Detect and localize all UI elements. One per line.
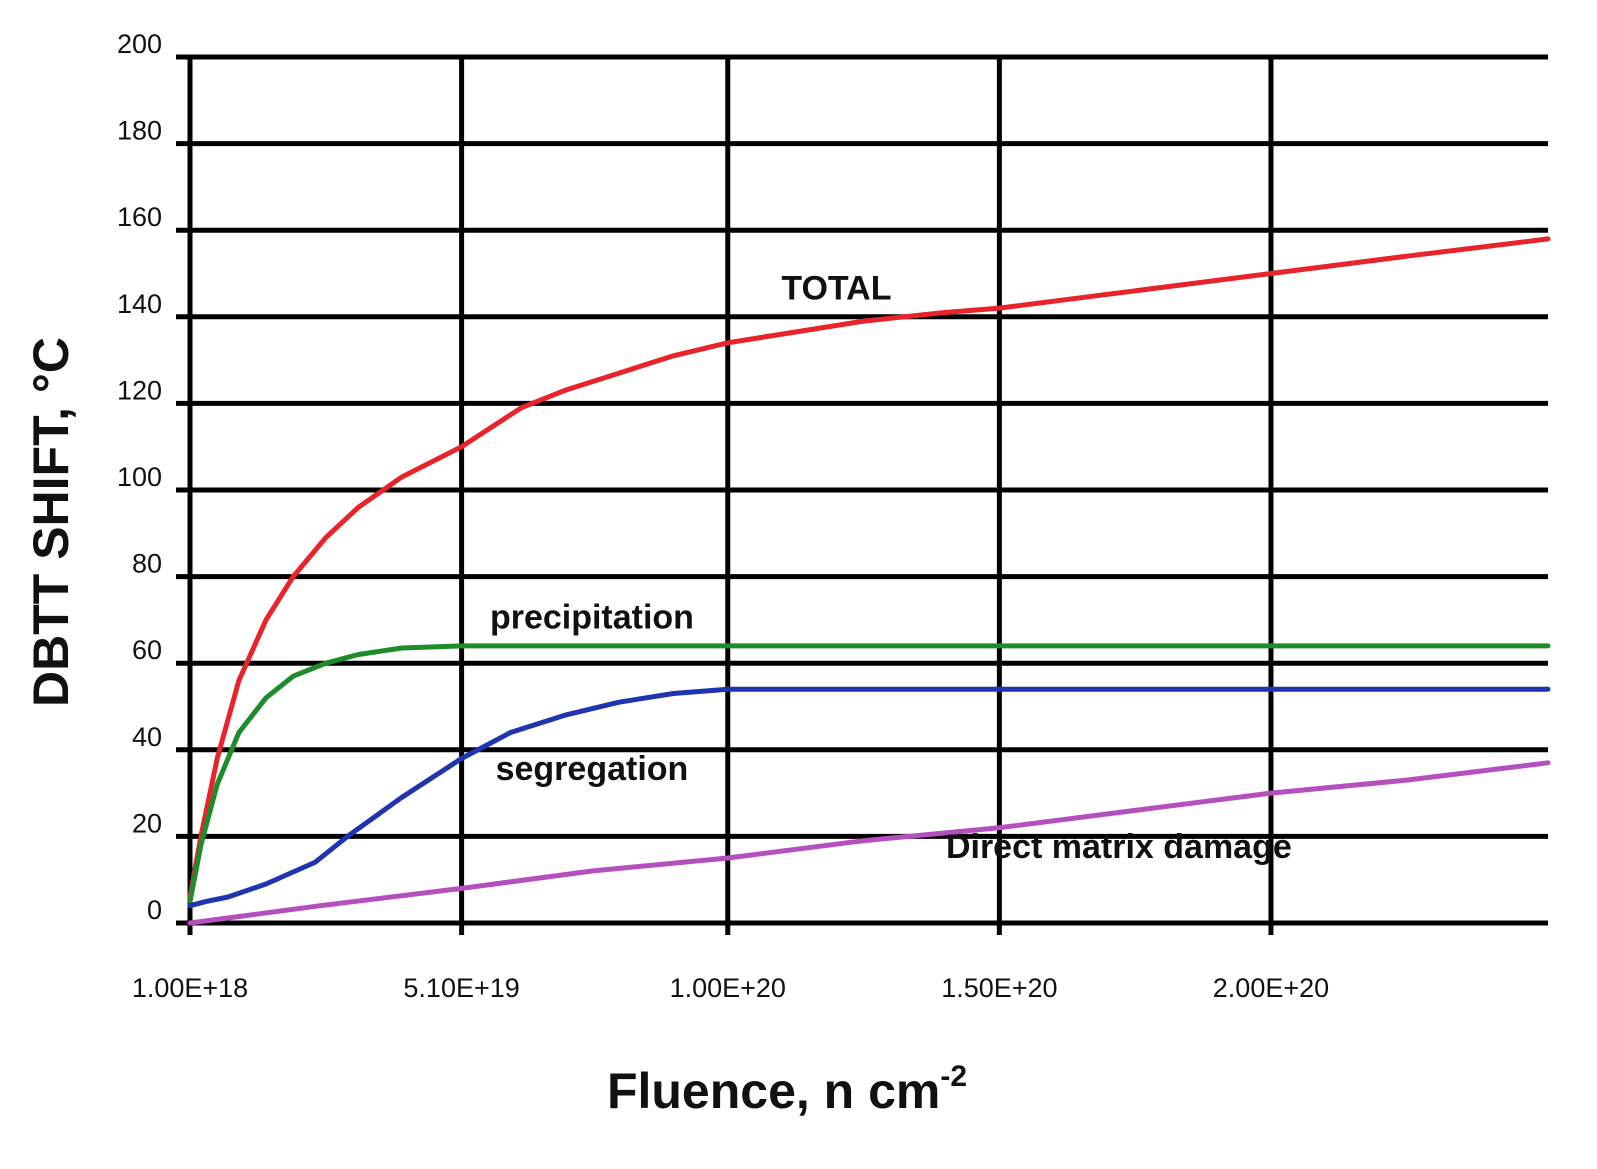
- series-line-3: [187, 760, 1551, 926]
- series-annotation-2: segregation: [496, 750, 689, 788]
- y-tick-label: 60: [132, 635, 162, 665]
- x-tick-labels: 1.00E+18 5.10E+19 1.00E+20 1.50E+20 2.00E+20: [132, 973, 1329, 1003]
- series-annotation-3: Direct matrix damage: [946, 828, 1292, 866]
- x-tick-label: 2.00E+20: [1213, 973, 1329, 1003]
- series-line-2: [187, 686, 1551, 909]
- y-tick-labels: 0 20 40 60 80 100 120 140 160 180 200: [117, 29, 162, 925]
- y-tick-label: 180: [117, 116, 162, 146]
- y-tick-label: 200: [117, 29, 162, 59]
- y-tick-label: 0: [147, 895, 162, 925]
- series-annotations: TOTAL precipitation segregation Direct matr…: [490, 269, 1292, 866]
- y-tick-label: 80: [132, 549, 162, 579]
- x-axis-title-text: Fluence, n cm: [607, 1063, 940, 1119]
- x-tick-label: 1.50E+20: [941, 973, 1057, 1003]
- x-tick-label: 1.00E+18: [132, 973, 248, 1003]
- x-axis-title-superscript: -2: [940, 1060, 967, 1093]
- x-axis-title: Fluence, n cm-2: [607, 1060, 967, 1119]
- y-axis-title: DBTT SHIFT, °C: [23, 337, 79, 707]
- series-line-1: [187, 643, 1551, 904]
- grid: [176, 54, 1548, 935]
- series-annotation-0: TOTAL: [781, 269, 891, 307]
- series-line-0: [187, 236, 1551, 900]
- x-tick-label: 1.00E+20: [670, 973, 786, 1003]
- y-tick-label: 160: [117, 202, 162, 232]
- x-tick-label: 5.10E+19: [403, 973, 519, 1003]
- series-lines: [187, 236, 1551, 926]
- y-tick-label: 100: [117, 462, 162, 492]
- y-tick-label: 120: [117, 375, 162, 405]
- y-tick-label: 40: [132, 722, 162, 752]
- series-annotation-1: precipitation: [490, 599, 694, 637]
- y-tick-label: 140: [117, 289, 162, 319]
- y-tick-label: 20: [132, 808, 162, 838]
